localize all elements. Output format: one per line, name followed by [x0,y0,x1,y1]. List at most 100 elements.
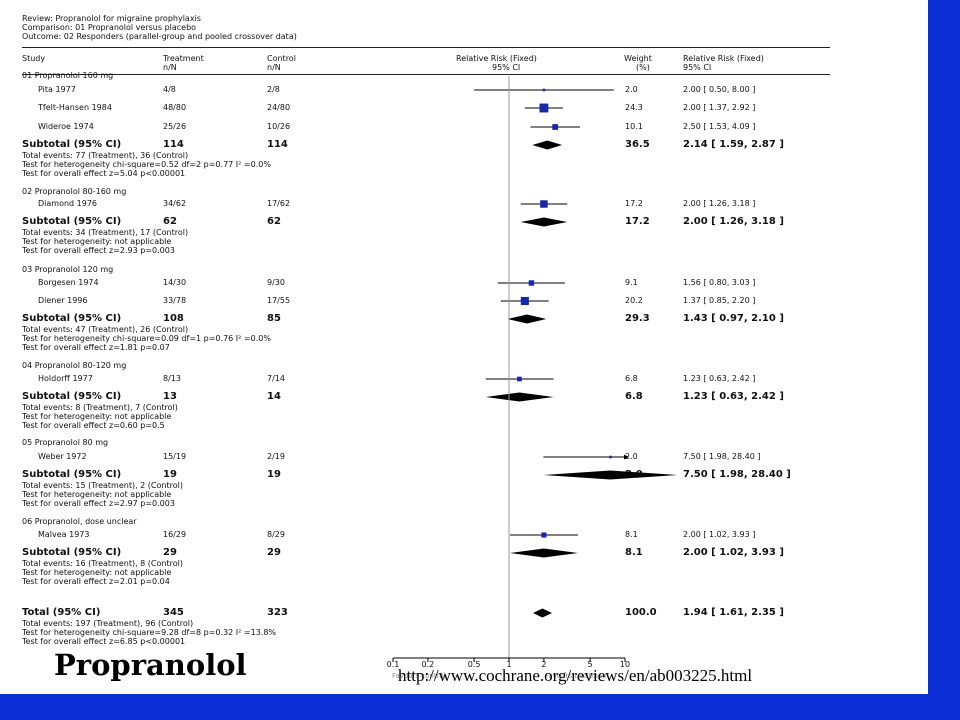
header-top-rule [22,47,830,48]
subtotal-weight: 29.3 [625,313,650,324]
subtotal-diamond-5 [509,548,578,558]
total-ci-text: 1.94 [ 1.61, 2.35 ] [683,607,784,618]
x-tick-label: 5 [587,660,593,669]
study-weight: 6.8 [625,374,638,383]
col-rr-text: Relative Risk (Fixed) [683,54,764,63]
study-ci-text: 2.00 [ 1.26, 3.18 ] [683,199,756,208]
study-treatment: 25/26 [163,122,187,131]
subtotal-diamond-2 [507,314,547,324]
x-tick-label: 2 [541,660,547,669]
total-label: Total (95% CI) [22,607,101,618]
subtotal-note: Total events: 47 (Treatment), 26 (Contro… [22,325,189,334]
subtotal-note: Total events: 16 (Treatment), 8 (Control… [22,559,183,568]
study-weight: 2.0 [625,452,638,461]
group-title: 03 Propranolol 120 mg [22,265,114,274]
study-weight: 24.3 [625,103,643,112]
subtotal-weight: 8.1 [625,547,643,558]
outcome-title: Outcome: 02 Responders (parallel-group a… [22,32,297,41]
col-rr-plot-sub: 95% CI [492,63,521,72]
study-name: Diamond 1976 [38,199,98,208]
study-marker-0-1 [539,103,549,113]
subtotal-weight: 36.5 [625,139,650,150]
study-name: Borgesen 1974 [38,278,99,287]
subtotal-ci-text: 1.43 [ 0.97, 2.10 ] [683,313,784,324]
subtotal-weight: 6.8 [625,391,643,402]
study-control: 17/55 [267,296,291,305]
subtotal-note: Total events: 34 (Treatment), 17 (Contro… [22,228,189,237]
subtotal-treatment: 62 [163,216,177,227]
study-ci-text: 1.37 [ 0.85, 2.20 ] [683,296,756,305]
x-tick-label: 1 [506,660,512,669]
study-ci-text: 2.50 [ 1.53, 4.09 ] [683,122,756,131]
study-treatment: 15/19 [163,452,187,461]
subtotal-diamond-0 [532,140,563,150]
source-url[interactable]: http://www.cochrane.org/reviews/en/ab003… [398,666,753,685]
study-ci-text: 1.23 [ 0.63, 2.42 ] [683,374,756,383]
col-weight-sub: (%) [636,63,650,72]
study-name: Malvea 1973 [38,530,90,539]
subtotal-note: Test for overall effect z=2.97 p=0.003 [22,499,175,508]
study-treatment: 14/30 [163,278,187,287]
subtotal-label: Subtotal (95% CI) [22,469,122,480]
col-treatment: Treatment [163,54,204,63]
total-treatment: 345 [163,607,184,618]
subtotal-ci-text: 1.23 [ 0.63, 2.42 ] [683,391,784,402]
study-marker-0-0 [542,88,546,92]
study-weight: 8.1 [625,530,638,539]
subtotal-ci-text: 7.50 [ 1.98, 28.40 ] [683,469,791,480]
subtotal-note: Test for heterogeneity: not applicable [22,412,172,421]
study-marker-3-0 [517,376,522,382]
favours-treatment-label: Favours treatment [545,672,610,680]
subtotal-note: Test for heterogeneity chi-square=0.09 d… [22,334,271,343]
study-marker-1-0 [540,200,548,208]
study-control: 2/8 [267,85,280,94]
subtotal-ci-text: 2.14 [ 1.59, 2.87 ] [683,139,784,150]
ci-arrow-4-0 [624,454,629,460]
subtotal-control: 19 [267,469,281,480]
subtotal-note: Total events: 77 (Treatment), 36 (Contro… [22,151,189,160]
study-treatment: 48/80 [163,103,187,112]
study-marker-4-0 [609,455,612,459]
x-tick-label: 10 [619,660,631,669]
study-ci-text: 2.00 [ 0.50, 8.00 ] [683,85,756,94]
review-title: Review: Propranolol for migraine prophyl… [22,14,201,23]
subtotal-note: Test for overall effect z=2.93 p=0.003 [22,246,175,255]
study-name: Weber 1972 [38,452,87,461]
col-weight: Weight [624,54,652,63]
study-weight: 17.2 [625,199,643,208]
study-name: Diener 1996 [38,296,88,305]
subtotal-treatment: 29 [163,547,177,558]
study-ci-text: 2.00 [ 1.02, 3.93 ] [683,530,756,539]
total-diamond [532,608,553,618]
total-note: Test for overall effect z=6.85 p<0.00001 [22,637,186,646]
subtotal-ci-text: 2.00 [ 1.02, 3.93 ] [683,547,784,558]
study-control: 7/14 [267,374,285,383]
subtotal-diamond-4 [543,470,678,480]
total-note: Test for heterogeneity chi-square=9.28 d… [22,628,277,637]
col-rr-plot: Relative Risk (Fixed) [456,54,537,63]
col-control: Control [267,54,296,63]
study-control: 9/30 [267,278,285,287]
subtotal-weight: 17.2 [625,216,650,227]
study-ci-text: 7.50 [ 1.98, 28.40 ] [683,452,761,461]
study-marker-2-0 [528,280,535,286]
subtotal-note: Test for heterogeneity: not applicable [22,237,172,246]
col-treatment-sub: n/N [163,63,177,72]
subtotal-note: Test for heterogeneity chi-square=0.52 d… [22,160,271,169]
group-title: 04 Propranolol 80-120 mg [22,361,127,370]
subtotal-label: Subtotal (95% CI) [22,216,122,227]
subtotal-note: Test for heterogeneity: not applicable [22,490,172,499]
x-tick-label: 0.2 [421,660,435,669]
subtotal-note: Total events: 15 (Treatment), 2 (Control… [22,481,183,490]
forest-plot-svg [392,76,678,662]
study-ci-text: 1.56 [ 0.80, 3.03 ] [683,278,756,287]
subtotal-diamond-1 [520,217,568,227]
subtotal-treatment: 19 [163,469,177,480]
study-weight: 2.0 [625,85,638,94]
group-title: 05 Propranolol 80 mg [22,438,109,447]
study-control: 17/62 [267,199,291,208]
study-treatment: 16/29 [163,530,187,539]
study-control: 10/26 [267,122,291,131]
subtotal-note: Test for overall effect z=1.81 p=0.07 [22,343,170,352]
study-weight: 10.1 [625,122,643,131]
